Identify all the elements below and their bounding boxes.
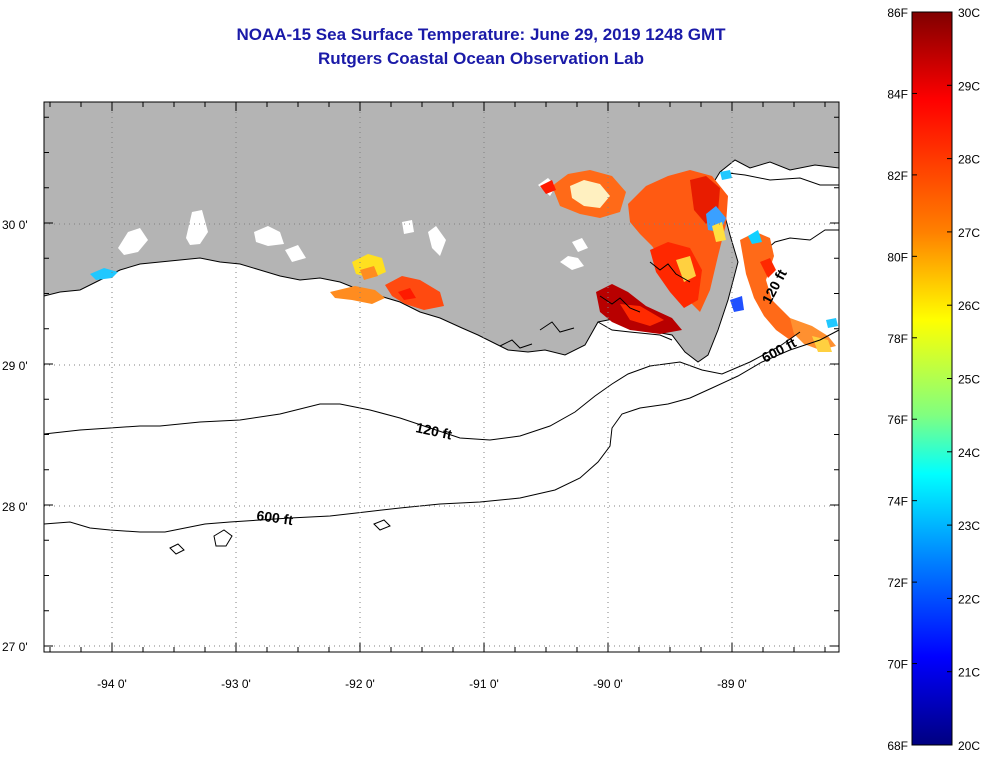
colorbar-f-label: 72F [887,576,908,590]
contour-label-600ft-west: 600 ft [256,507,295,528]
colorbar-c-label: 20C [958,739,980,753]
colorbar-c-label: 26C [958,299,980,313]
map-frame [43,101,840,653]
colorbar-f-label: 70F [887,658,908,672]
bathymetry-contours [44,329,839,555]
colorbar-f-label: 74F [887,495,908,509]
colorbar-c-label: 22C [958,592,980,606]
delta-outlines [499,261,691,349]
lat-label-30: 30 0' [2,218,28,232]
lat-label-27: 27 0' [2,640,28,654]
lon-label-91: -91 0' [469,677,499,691]
east-coastline [719,171,839,186]
lon-label-93: -93 0' [221,677,251,691]
lat-label-29: 29 0' [2,359,28,373]
contour-label-120ft-west: 120 ft [414,419,453,442]
sst-patches [90,170,838,352]
colorbar-c-label: 27C [958,226,980,240]
axis-ticks [44,102,839,652]
colorbar-c-label: 30C [958,6,980,20]
colorbar-f-label: 84F [887,87,908,101]
colorbar-f-label: 68F [887,739,908,753]
lon-label-94: -94 0' [97,677,127,691]
colorbar-f-label: 76F [887,413,908,427]
graticule [44,102,839,652]
contour-600ft-west [44,329,839,533]
contour-islet-1 [169,543,185,555]
map-subtitle: Rutgers Coastal Ocean Observation Lab [318,49,644,68]
contour-120ft-west [44,331,801,441]
colorbar-celsius-labels: 30C 29C 28C 27C 26C 25C 24C 23C 22C 21C 20C [958,6,980,753]
map-title: NOAA-15 Sea Surface Temperature: June 29… [236,25,726,44]
colorbar-ticks [912,11,952,746]
colorbar-c-label: 24C [958,446,980,460]
colorbar-c-label: 25C [958,373,980,387]
colorbar-f-label: 82F [887,169,908,183]
lon-label-90: -90 0' [593,677,623,691]
colorbar-fahrenheit-labels: 86F 84F 82F 80F 78F 76F 74F 72F 70F 68F [887,6,908,753]
lat-label-28: 28 0' [2,500,28,514]
colorbar [911,11,953,746]
colorbar-f-label: 86F [887,6,908,20]
colorbar-f-label: 80F [887,250,908,264]
colorbar-f-label: 78F [887,332,908,346]
contour-islet-3 [373,519,391,531]
colorbar-c-label: 23C [958,519,980,533]
colorbar-c-label: 21C [958,666,980,680]
colorbar-c-label: 28C [958,153,980,167]
delta-coastline [597,321,673,341]
colorbar-c-label: 29C [958,79,980,93]
lon-label-92: -92 0' [345,677,375,691]
lon-label-89: -89 0' [717,677,747,691]
contour-islet-2 [213,529,233,547]
